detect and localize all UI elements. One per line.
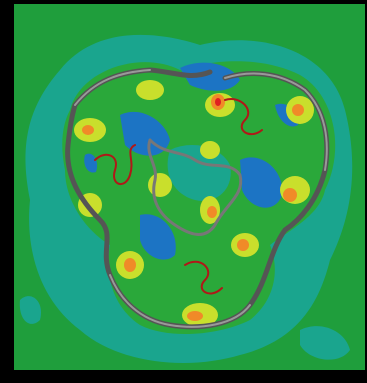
orange-spot: [124, 258, 136, 272]
orange-spot: [187, 311, 203, 321]
contour-image: [0, 0, 367, 383]
orange-spot: [292, 104, 304, 116]
orange-spot: [82, 125, 94, 135]
red-spot: [215, 98, 221, 106]
orange-spot: [237, 239, 249, 251]
yellow-spot: [200, 141, 220, 159]
orange-spot: [283, 188, 297, 202]
yellow-spot: [136, 80, 164, 100]
yellow-spot: [148, 173, 172, 197]
orange-spot: [207, 206, 217, 218]
page: [0, 0, 367, 383]
